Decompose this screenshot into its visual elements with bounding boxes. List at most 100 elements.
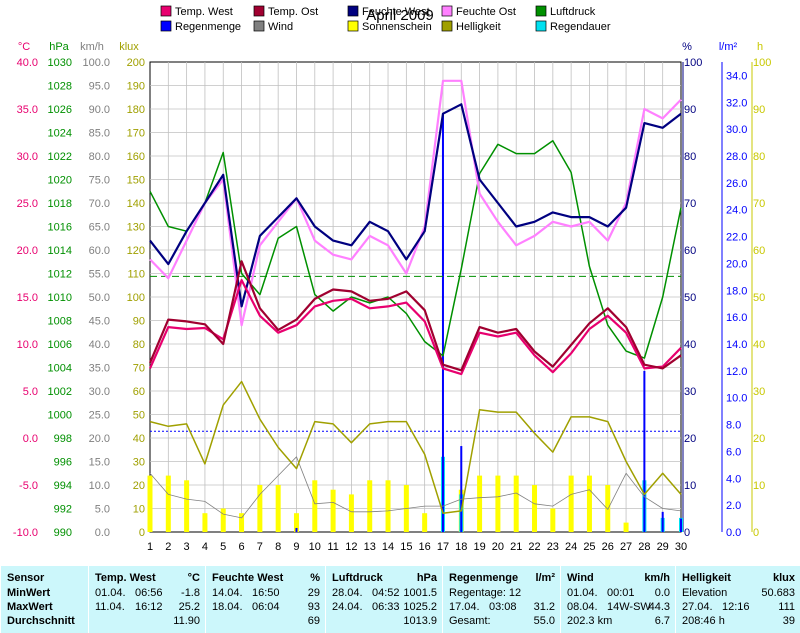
tick-label-hpa: 1024: [48, 128, 72, 140]
tick-label-klux: 200: [127, 57, 145, 69]
tick-label-kmh: 80.0: [89, 151, 110, 163]
bar-sonnenschein: [165, 475, 171, 532]
stats-cell: 31.2: [533, 601, 555, 613]
tick-label-klux: 180: [127, 104, 145, 116]
tick-label-hours: 40: [753, 339, 765, 351]
stats-cell: 01.04.: [567, 587, 598, 599]
stats-cell: Elevation: [682, 587, 728, 599]
x-tick-label: 27: [620, 541, 632, 553]
stats-cell: 29: [307, 587, 320, 599]
tick-label-hpa: 1014: [48, 245, 72, 257]
tick-label-kmh: 10.0: [89, 480, 110, 492]
tick-label-celsius: 10.0: [17, 339, 38, 351]
stats-cell: 17.04.: [449, 601, 480, 613]
tick-label-percent: 70: [684, 198, 696, 210]
x-tick-label: 24: [565, 541, 577, 553]
tick-label-hpa: 998: [54, 433, 72, 445]
tick-label-kmh: 45.0: [89, 316, 110, 328]
line-feuchte-west: [149, 103, 682, 308]
stats-cell: 111: [778, 601, 795, 613]
tick-label-celsius: -10.0: [13, 527, 38, 539]
legend-label: Sonnenschein: [362, 21, 432, 33]
stats-cell: 24.04.: [332, 601, 363, 613]
tick-label-hpa: 1022: [48, 151, 72, 163]
tick-label-hours: 50: [753, 292, 765, 304]
stats-header: Helligkeit: [682, 572, 731, 584]
tick-label-celsius: 20.0: [17, 245, 38, 257]
tick-label-kmh: 95.0: [89, 81, 110, 93]
tick-label-lm2: 32.0: [726, 97, 747, 109]
tick-label-percent: 0: [684, 527, 690, 539]
x-tick-label: 2: [165, 541, 171, 553]
stats-cell: 16:50: [252, 587, 280, 599]
tick-label-klux: 70: [133, 363, 145, 375]
tick-label-kmh: 85.0: [89, 128, 110, 140]
bar-regenmenge: [441, 113, 444, 533]
tick-label-lm2: 14.0: [726, 339, 747, 351]
line-temp-ost: [148, 260, 682, 372]
tick-label-hpa: 994: [54, 480, 72, 492]
stats-header: Sensor: [7, 572, 45, 584]
stats-cell: 06:33: [372, 601, 400, 613]
tick-label-hpa: 990: [54, 527, 72, 539]
stats-unit: klux: [772, 572, 795, 584]
stats-header: Wind: [567, 572, 594, 584]
x-tick-label: 3: [184, 541, 190, 553]
bar-sonnenschein: [586, 475, 592, 532]
tick-label-kmh: 5.0: [95, 504, 110, 516]
tick-label-kmh: 60.0: [89, 245, 110, 257]
stats-cell: 16:12: [135, 601, 163, 613]
tick-label-lm2: 34.0: [726, 70, 747, 82]
line-temp-west: [148, 279, 682, 376]
stats-cell: 6.7: [654, 615, 670, 627]
tick-label-hpa: 1018: [48, 198, 72, 210]
tick-label-celsius: 30.0: [17, 151, 38, 163]
legend-swatch: [253, 20, 265, 32]
grid-lines: [150, 62, 681, 532]
x-tick-label: 5: [220, 541, 226, 553]
x-tick-label: 15: [400, 541, 412, 553]
x-tick-label: 28: [638, 541, 650, 553]
x-tick-label: 23: [547, 541, 559, 553]
stats-cell: 93: [307, 601, 320, 613]
legend-label: Temp. West: [175, 6, 233, 18]
tick-label-hours: 80: [753, 151, 765, 163]
stats-cell: 1025.2: [403, 601, 437, 613]
tick-label-kmh: 40.0: [89, 339, 110, 351]
legend-swatch: [160, 5, 172, 17]
tick-label-hours: 20: [753, 433, 765, 445]
tick-label-celsius: 25.0: [17, 198, 38, 210]
tick-label-hpa: 1000: [48, 410, 72, 422]
stats-cell: 39: [782, 615, 795, 627]
stats-column: Regenmenge l/m² Regentage: 12 17.04. 03:08 31…: [442, 566, 561, 633]
x-tick-label: 6: [238, 541, 244, 553]
tick-label-klux: 60: [133, 386, 145, 398]
bar-sonnenschein: [605, 485, 611, 532]
tick-label-percent: 90: [684, 104, 696, 116]
tick-label-kmh: 30.0: [89, 386, 110, 398]
tick-label-hpa: 1010: [48, 292, 72, 304]
stats-cell: 208:46 h: [682, 615, 725, 627]
tick-label-lm2: 8.0: [726, 420, 741, 432]
tick-label-kmh: 25.0: [89, 410, 110, 422]
tick-label-lm2: 10.0: [726, 393, 747, 405]
tick-label-hours: 70: [753, 198, 765, 210]
x-tick-label: 14: [382, 541, 394, 553]
stats-column: Temp. West °C 01.04. 06:56 -1.8 11.04. 16:12 25…: [88, 566, 206, 633]
axis-unit-kmh: km/h: [80, 41, 104, 53]
legend-swatch: [535, 5, 547, 17]
stats-cell: MinWert: [7, 587, 51, 599]
bar-sonnenschein: [239, 513, 245, 532]
tick-label-lm2: 22.0: [726, 232, 747, 244]
tick-label-kmh: 50.0: [89, 292, 110, 304]
tick-label-lm2: 2.0: [726, 500, 741, 512]
x-tick-label: 25: [583, 541, 595, 553]
bar-sonnenschein: [348, 494, 354, 532]
tick-label-percent: 60: [684, 245, 696, 257]
tick-label-kmh: 65.0: [89, 222, 110, 234]
axis-unit-celsius: °C: [18, 41, 30, 53]
stats-unit: °C: [187, 572, 200, 584]
stats-cell: Gesamt:: [449, 615, 491, 627]
legend-swatch: [441, 20, 453, 32]
x-tick-label: 13: [364, 541, 376, 553]
